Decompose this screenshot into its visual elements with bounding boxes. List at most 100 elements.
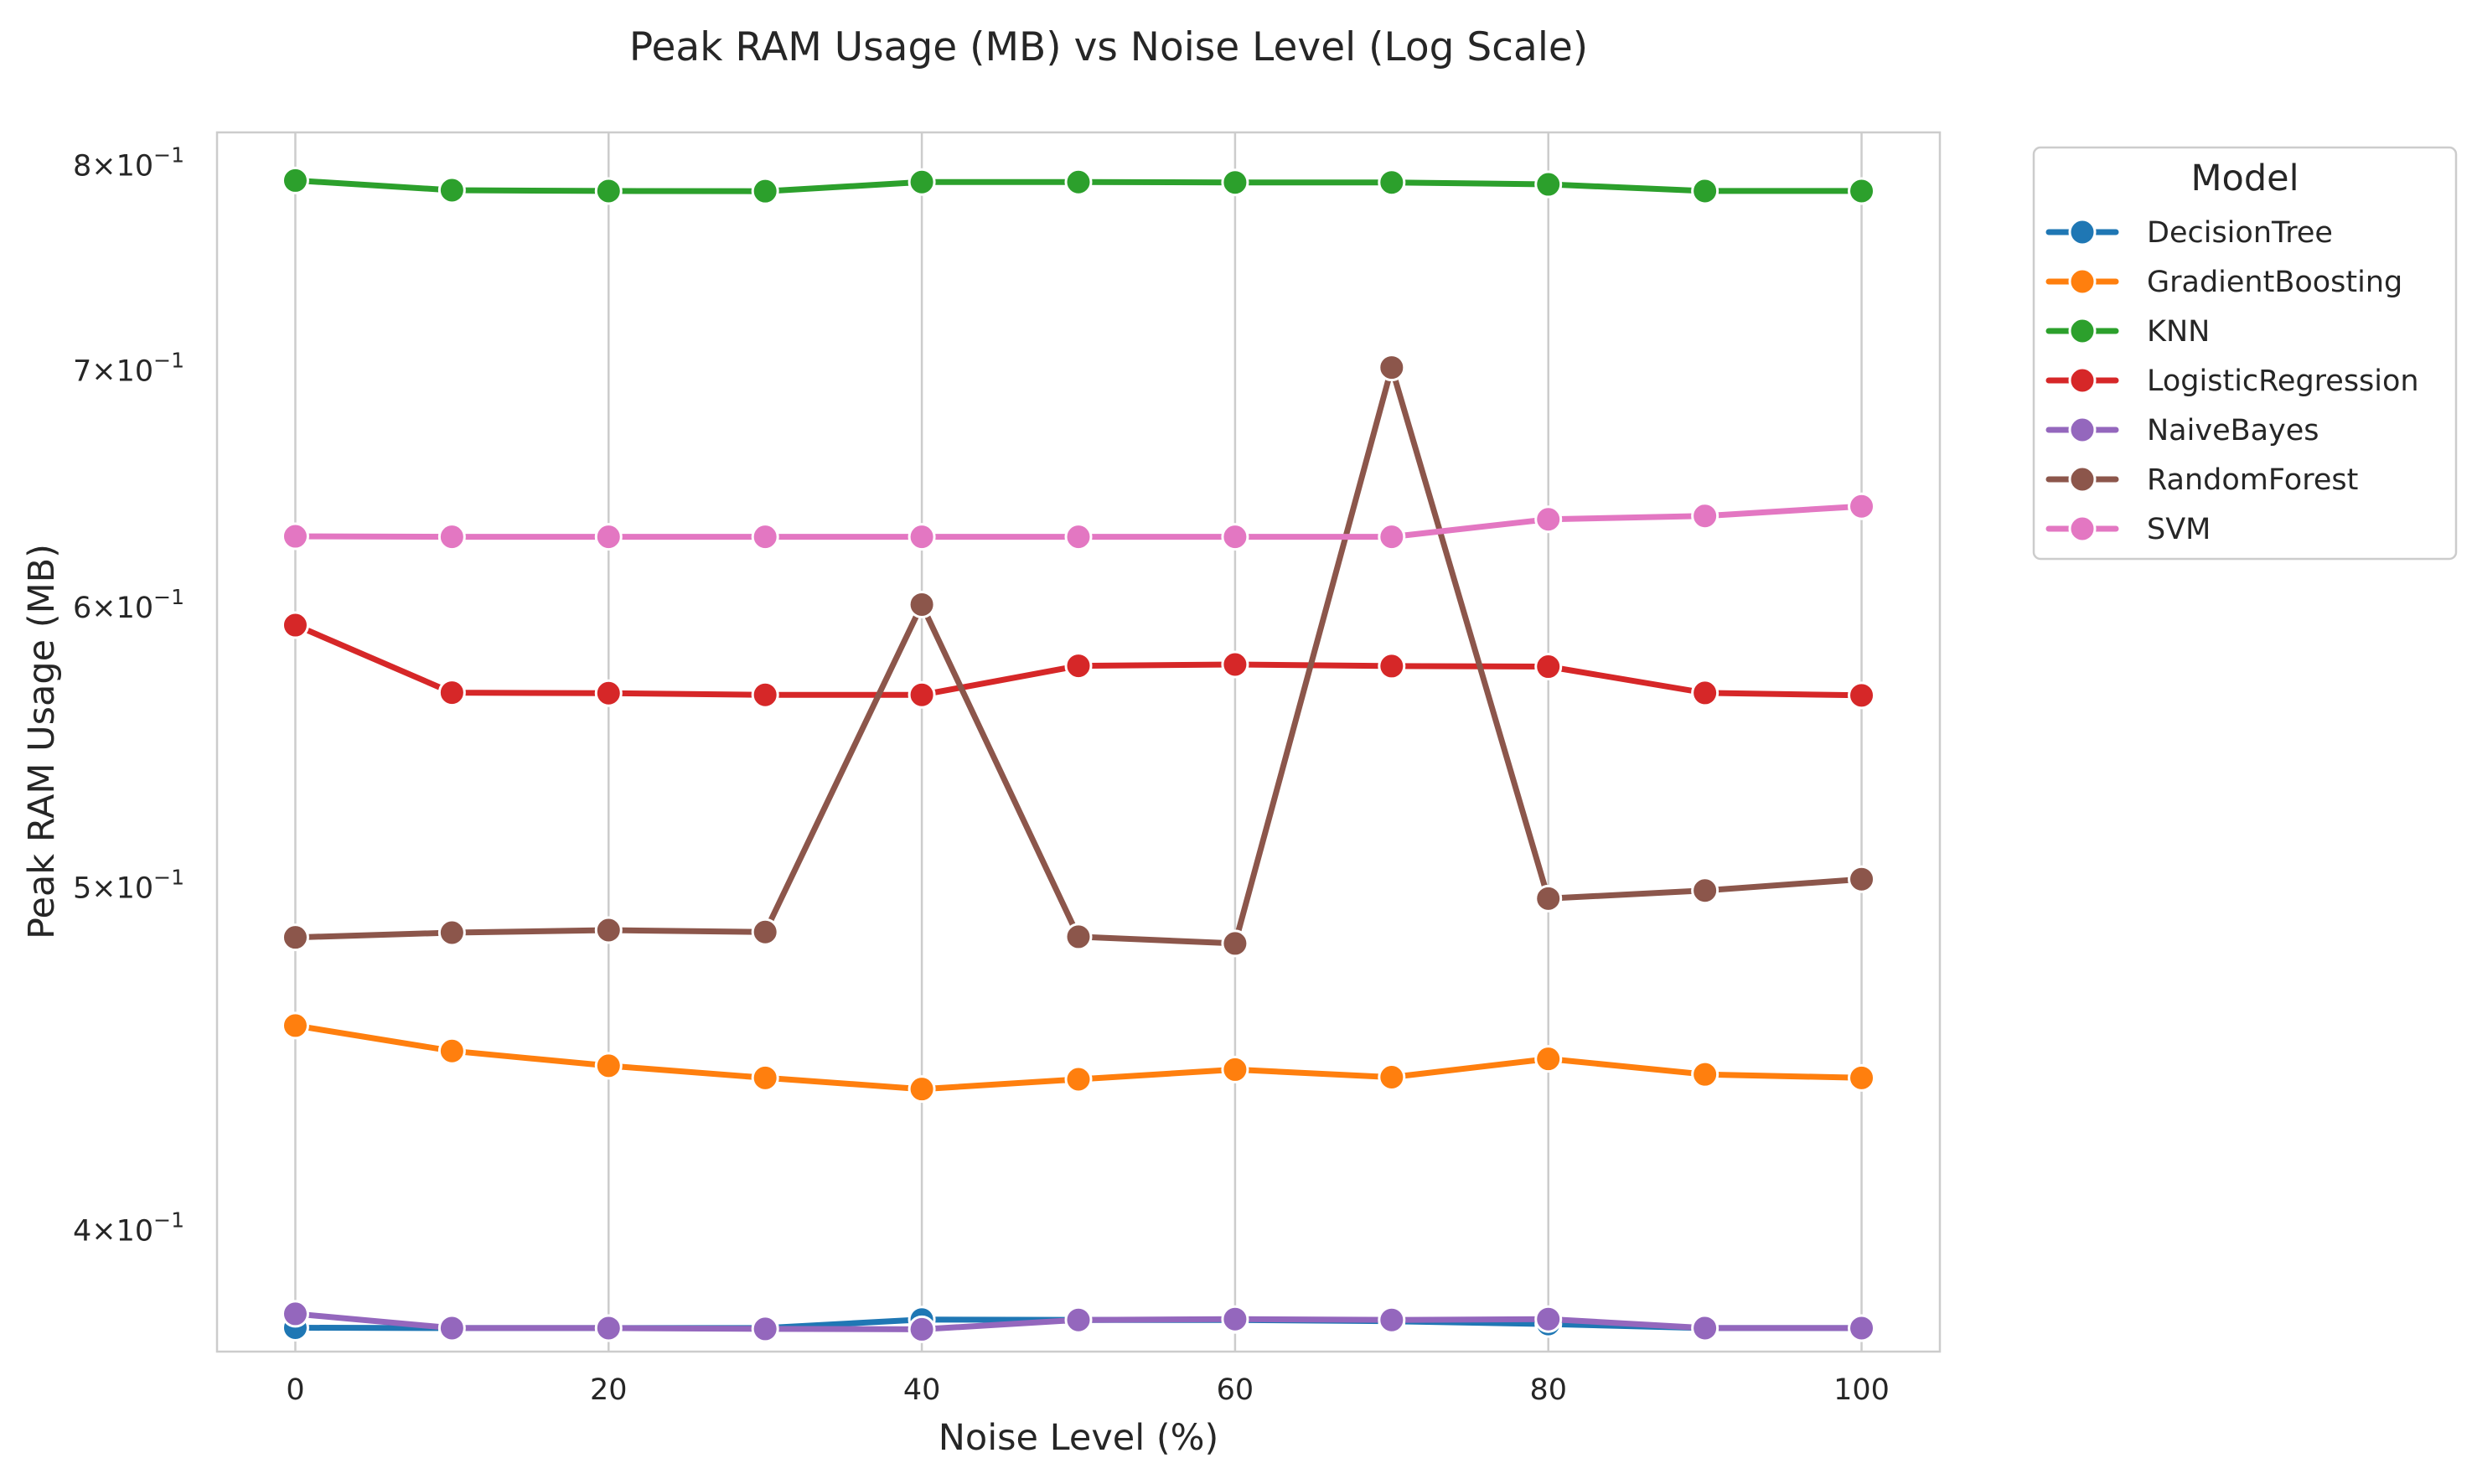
- data-point: [1691, 1060, 1719, 1088]
- y-tick-exponent: −1: [153, 143, 184, 168]
- data-point: [1691, 177, 1719, 205]
- data-point: [908, 680, 936, 709]
- data-point: [1534, 653, 1563, 681]
- series-NaiveBayes: [281, 1300, 1876, 1343]
- data-point: [281, 1300, 309, 1328]
- data-point: [751, 523, 779, 551]
- data-point: [1221, 929, 1249, 958]
- x-tick-label: 100: [1833, 1373, 1890, 1407]
- data-point: [1064, 923, 1093, 951]
- data-point: [1534, 505, 1563, 534]
- data-point: [1534, 1045, 1563, 1073]
- y-tick-base: ×10: [91, 1215, 153, 1249]
- data-point: [1378, 1306, 1406, 1334]
- data-point: [1378, 652, 1406, 680]
- data-point: [1221, 168, 1249, 197]
- series-GradientBoosting: [281, 1011, 1876, 1104]
- legend-marker: [2068, 218, 2097, 246]
- y-tick-base: ×10: [91, 150, 153, 184]
- y-tick-exponent: −1: [153, 865, 184, 889]
- x-tick-label: 40: [903, 1373, 941, 1407]
- y-tick-mantissa: 6: [73, 592, 91, 625]
- data-point: [437, 523, 466, 551]
- data-point: [1848, 492, 1876, 520]
- data-point: [1534, 1305, 1563, 1333]
- data-point: [1848, 1063, 1876, 1092]
- data-point: [1221, 650, 1249, 679]
- data-point: [1064, 523, 1093, 551]
- y-tick-label: 7×10−1: [73, 349, 184, 389]
- data-point: [437, 1037, 466, 1065]
- legend-entry: KNN: [2045, 315, 2210, 349]
- y-tick-label: 8×10−1: [73, 143, 184, 184]
- data-point: [594, 177, 623, 205]
- x-tick-label: 0: [286, 1373, 304, 1407]
- legend-marker: [2068, 267, 2097, 296]
- y-tick-mantissa: 4: [73, 1215, 91, 1249]
- data-point: [1534, 884, 1563, 913]
- legend-entry: SVM: [2045, 513, 2211, 546]
- data-point: [908, 590, 936, 618]
- data-point: [1221, 523, 1249, 551]
- x-axis-label: Noise Level (%): [939, 1417, 1219, 1459]
- data-point: [437, 918, 466, 947]
- legend-marker: [2068, 514, 2097, 543]
- y-tick-base: ×10: [91, 592, 153, 625]
- legend-entry: RandomForest: [2045, 463, 2358, 497]
- series-lines: [281, 166, 1876, 1343]
- data-point: [908, 1075, 936, 1104]
- plot-area: [215, 131, 1942, 1353]
- legend-box: [2032, 146, 2458, 561]
- x-tick-label: 60: [1217, 1373, 1254, 1407]
- chart-title: Peak RAM Usage (MB) vs Noise Level (Log …: [629, 24, 1588, 70]
- legend-label: DecisionTree: [2147, 216, 2333, 250]
- y-tick-mantissa: 8: [73, 150, 91, 184]
- legend-entry: NaiveBayes: [2045, 414, 2319, 447]
- data-point: [281, 1011, 309, 1040]
- data-point: [1848, 177, 1876, 205]
- data-point: [1691, 1314, 1719, 1342]
- data-point: [908, 168, 936, 196]
- data-point: [1064, 168, 1093, 196]
- legend-title: Model: [2190, 158, 2299, 199]
- legend-entry: LogisticRegression: [2045, 365, 2419, 398]
- data-point: [1378, 523, 1406, 551]
- series-KNN: [281, 166, 1876, 205]
- data-point: [281, 522, 309, 551]
- data-point: [1064, 652, 1093, 680]
- legend-label: SVM: [2147, 513, 2211, 546]
- legend-marker: [2068, 465, 2097, 494]
- y-tick-label: 4×10−1: [73, 1208, 184, 1249]
- series-LogisticRegression: [281, 611, 1876, 710]
- data-point: [281, 166, 309, 194]
- y-tick-label: 5×10−1: [73, 865, 184, 905]
- legend-marker: [2068, 366, 2097, 395]
- y-tick-base: ×10: [91, 871, 153, 905]
- data-point: [1064, 1306, 1093, 1334]
- x-tick-label: 80: [1529, 1373, 1567, 1407]
- legend-label: RandomForest: [2147, 463, 2358, 497]
- data-point: [751, 177, 779, 205]
- data-point: [1221, 1055, 1249, 1083]
- x-axis-ticks: 0 20 40 60 80 100: [286, 1373, 1890, 1407]
- data-point: [594, 1314, 623, 1342]
- plot-frame: [215, 131, 1942, 1353]
- y-tick-exponent: −1: [153, 1208, 184, 1233]
- data-point: [281, 611, 309, 639]
- legend-entry: DecisionTree: [2045, 216, 2333, 250]
- x-tick-label: 20: [590, 1373, 628, 1407]
- data-point: [437, 1314, 466, 1342]
- data-point: [594, 679, 623, 707]
- legend-entries: DecisionTree GradientBoosting KNN LogisticR…: [2045, 216, 2419, 546]
- data-point: [1378, 168, 1406, 197]
- data-point: [1064, 1065, 1093, 1094]
- y-tick-base: ×10: [91, 355, 153, 389]
- legend-marker: [2068, 416, 2097, 444]
- data-point: [751, 680, 779, 709]
- data-point: [1378, 1063, 1406, 1092]
- data-point: [437, 679, 466, 707]
- legend-entry: GradientBoosting: [2045, 266, 2402, 299]
- data-point: [751, 1063, 779, 1092]
- data-point: [1534, 170, 1563, 199]
